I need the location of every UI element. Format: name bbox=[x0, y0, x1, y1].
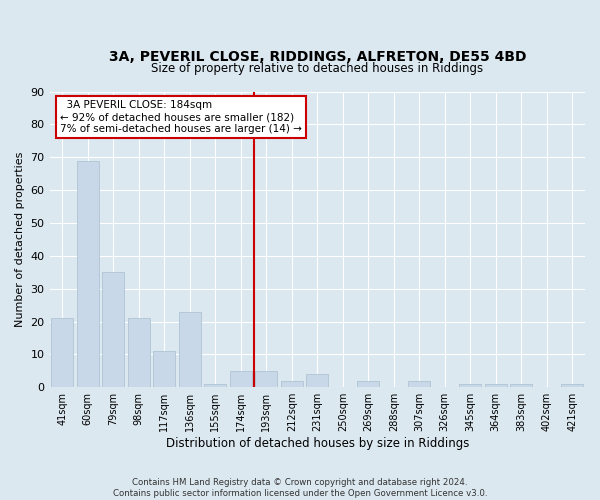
Bar bbox=[52, 318, 73, 387]
Bar bbox=[103, 272, 124, 387]
X-axis label: Distribution of detached houses by size in Riddings: Distribution of detached houses by size … bbox=[166, 437, 469, 450]
Bar bbox=[256, 371, 277, 387]
Bar bbox=[281, 380, 302, 387]
Title: 3A, PEVERIL CLOSE, RIDDINGS, ALFRETON, DE55 4BD: 3A, PEVERIL CLOSE, RIDDINGS, ALFRETON, D… bbox=[109, 50, 526, 64]
Text: Size of property relative to detached houses in Riddings: Size of property relative to detached ho… bbox=[151, 62, 484, 76]
Bar bbox=[358, 380, 379, 387]
Bar bbox=[230, 371, 251, 387]
Bar bbox=[128, 318, 149, 387]
Bar bbox=[154, 351, 175, 387]
Y-axis label: Number of detached properties: Number of detached properties bbox=[15, 152, 25, 327]
Bar bbox=[485, 384, 506, 387]
Bar bbox=[511, 384, 532, 387]
Bar bbox=[460, 384, 481, 387]
Bar bbox=[205, 384, 226, 387]
Text: 3A PEVERIL CLOSE: 184sqm
← 92% of detached houses are smaller (182)
7% of semi-d: 3A PEVERIL CLOSE: 184sqm ← 92% of detach… bbox=[60, 100, 302, 134]
Bar bbox=[77, 160, 98, 387]
Bar bbox=[562, 384, 583, 387]
Bar bbox=[179, 312, 200, 387]
Bar bbox=[307, 374, 328, 387]
Text: Contains HM Land Registry data © Crown copyright and database right 2024.
Contai: Contains HM Land Registry data © Crown c… bbox=[113, 478, 487, 498]
Bar bbox=[409, 380, 430, 387]
